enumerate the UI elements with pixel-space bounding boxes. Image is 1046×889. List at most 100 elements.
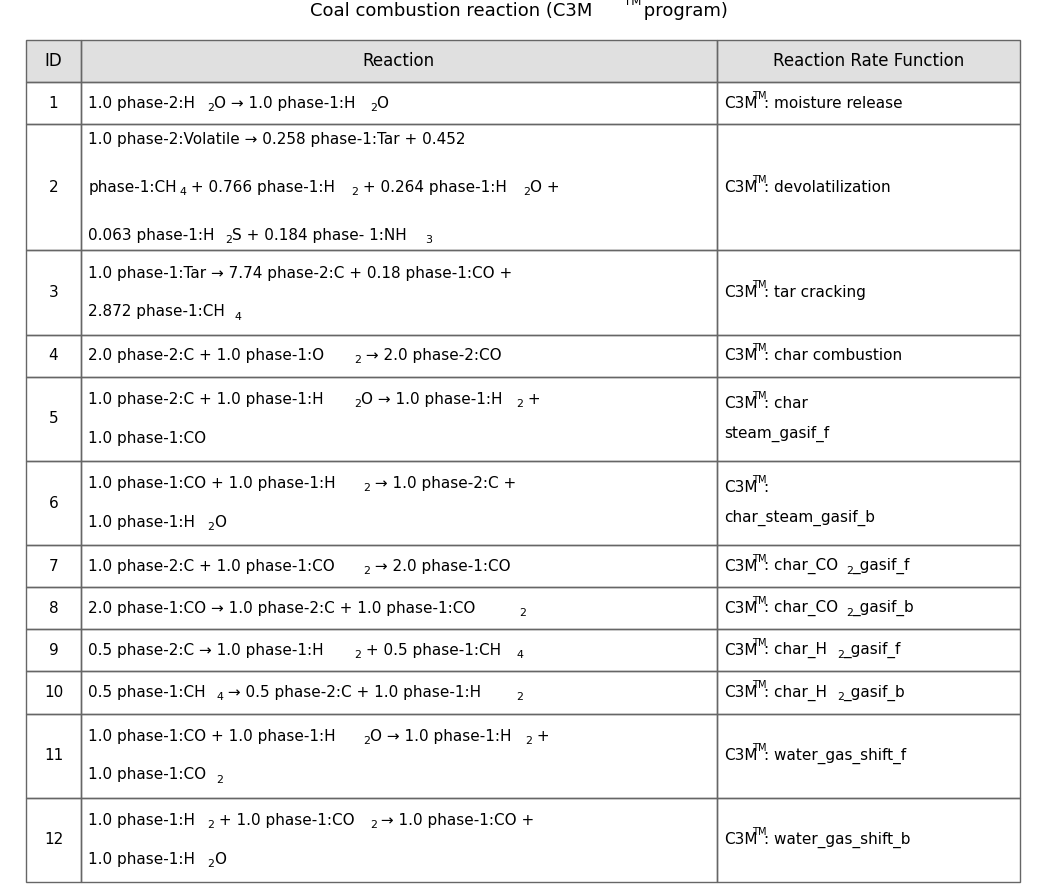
Text: ID: ID bbox=[45, 52, 63, 70]
Text: C3M: C3M bbox=[724, 285, 757, 300]
Text: 2: 2 bbox=[517, 399, 523, 409]
Text: 2: 2 bbox=[369, 820, 377, 830]
Bar bbox=[26, 334, 81, 377]
Text: 4: 4 bbox=[180, 187, 186, 197]
Bar bbox=[81, 40, 717, 82]
Text: 2: 2 bbox=[207, 820, 214, 830]
Text: O: O bbox=[213, 852, 226, 867]
Text: TM: TM bbox=[624, 0, 641, 8]
Bar bbox=[81, 461, 717, 545]
Bar bbox=[717, 377, 1020, 461]
Bar bbox=[717, 671, 1020, 714]
Text: 11: 11 bbox=[44, 749, 63, 763]
Bar bbox=[717, 545, 1020, 588]
Text: 2.872 phase-1:CH: 2.872 phase-1:CH bbox=[88, 304, 225, 319]
Text: : moisture release: : moisture release bbox=[764, 96, 902, 110]
Bar bbox=[26, 588, 81, 629]
Bar bbox=[81, 545, 717, 588]
Text: : char_CO: : char_CO bbox=[764, 558, 838, 574]
Text: → 2.0 phase-2:CO: → 2.0 phase-2:CO bbox=[361, 348, 501, 364]
Text: 1: 1 bbox=[49, 96, 59, 110]
Text: TM: TM bbox=[752, 680, 766, 690]
Text: Reaction: Reaction bbox=[363, 52, 435, 70]
Bar bbox=[81, 797, 717, 882]
Text: 2: 2 bbox=[519, 608, 526, 618]
Text: 1.0 phase-1:H: 1.0 phase-1:H bbox=[88, 852, 196, 867]
Bar bbox=[81, 671, 717, 714]
Text: TM: TM bbox=[752, 554, 766, 564]
Text: C3M: C3M bbox=[724, 749, 757, 763]
Text: 10: 10 bbox=[44, 685, 63, 700]
Bar bbox=[81, 714, 717, 797]
Text: 2: 2 bbox=[369, 103, 377, 113]
Text: 2.0 phase-1:CO → 1.0 phase-2:C + 1.0 phase-1:CO: 2.0 phase-1:CO → 1.0 phase-2:C + 1.0 pha… bbox=[88, 601, 476, 616]
Bar bbox=[81, 461, 717, 545]
Bar bbox=[81, 545, 717, 588]
Text: +: + bbox=[532, 729, 550, 744]
Bar bbox=[717, 82, 1020, 124]
Text: 1.0 phase-1:Tar → 7.74 phase-2:C + 0.18 phase-1:CO +: 1.0 phase-1:Tar → 7.74 phase-2:C + 0.18 … bbox=[88, 266, 513, 281]
Text: 1.0 phase-1:H: 1.0 phase-1:H bbox=[88, 515, 196, 530]
Bar bbox=[81, 588, 717, 629]
Text: 3: 3 bbox=[425, 235, 432, 244]
Text: : char: : char bbox=[764, 396, 808, 412]
Bar bbox=[26, 40, 81, 82]
Bar bbox=[717, 588, 1020, 629]
Text: 2: 2 bbox=[354, 650, 361, 660]
Bar bbox=[717, 588, 1020, 629]
Text: C3M: C3M bbox=[724, 480, 757, 495]
Text: C3M: C3M bbox=[724, 96, 757, 110]
Text: 4: 4 bbox=[217, 692, 224, 702]
Text: : char_CO: : char_CO bbox=[764, 600, 838, 616]
Bar bbox=[81, 671, 717, 714]
Text: 2: 2 bbox=[517, 692, 523, 702]
Text: C3M: C3M bbox=[724, 348, 757, 364]
Text: : char combustion: : char combustion bbox=[764, 348, 902, 364]
Text: 0.063 phase-1:H: 0.063 phase-1:H bbox=[88, 228, 214, 243]
Bar bbox=[717, 797, 1020, 882]
Bar bbox=[26, 82, 81, 124]
Text: C3M: C3M bbox=[724, 832, 757, 847]
Text: 2: 2 bbox=[207, 103, 214, 113]
Text: TM: TM bbox=[752, 827, 766, 837]
Text: steam_gasif_f: steam_gasif_f bbox=[724, 426, 829, 442]
Bar bbox=[717, 629, 1020, 671]
Text: 1.0 phase-2:Volatile → 0.258 phase-1:Tar + 0.452: 1.0 phase-2:Volatile → 0.258 phase-1:Tar… bbox=[88, 132, 465, 147]
Bar bbox=[26, 82, 81, 124]
Bar bbox=[717, 40, 1020, 82]
Bar bbox=[81, 797, 717, 882]
Bar bbox=[81, 334, 717, 377]
Bar bbox=[81, 334, 717, 377]
Bar bbox=[26, 629, 81, 671]
Text: TM: TM bbox=[752, 175, 766, 185]
Bar bbox=[26, 377, 81, 461]
Bar bbox=[26, 334, 81, 377]
Text: Coal combustion reaction (C3M: Coal combustion reaction (C3M bbox=[310, 2, 592, 20]
Text: 2: 2 bbox=[217, 774, 224, 785]
Bar bbox=[26, 124, 81, 251]
Text: 1.0 phase-1:CO: 1.0 phase-1:CO bbox=[88, 767, 206, 782]
Bar bbox=[717, 714, 1020, 797]
Text: _gasif_f: _gasif_f bbox=[843, 642, 901, 659]
Bar bbox=[81, 124, 717, 251]
Bar bbox=[717, 251, 1020, 334]
Bar bbox=[26, 545, 81, 588]
Text: program): program) bbox=[638, 2, 728, 20]
Text: 3: 3 bbox=[48, 285, 59, 300]
Text: 5: 5 bbox=[49, 412, 59, 427]
Text: TM: TM bbox=[752, 743, 766, 753]
Text: char_steam_gasif_b: char_steam_gasif_b bbox=[724, 510, 876, 526]
Bar bbox=[26, 545, 81, 588]
Text: 0.5 phase-1:CH: 0.5 phase-1:CH bbox=[88, 685, 206, 700]
Text: 2: 2 bbox=[351, 187, 359, 197]
Text: : char_H: : char_H bbox=[764, 642, 826, 659]
Text: 7: 7 bbox=[49, 558, 59, 573]
Bar bbox=[81, 377, 717, 461]
Text: + 0.766 phase-1:H: + 0.766 phase-1:H bbox=[186, 180, 336, 195]
Text: 8: 8 bbox=[49, 601, 59, 616]
Text: TM: TM bbox=[752, 391, 766, 401]
Text: _gasif_b: _gasif_b bbox=[843, 685, 905, 701]
Text: 1.0 phase-2:C + 1.0 phase-1:H: 1.0 phase-2:C + 1.0 phase-1:H bbox=[88, 392, 324, 407]
Text: 1.0 phase-1:CO + 1.0 phase-1:H: 1.0 phase-1:CO + 1.0 phase-1:H bbox=[88, 729, 336, 744]
Text: → 1.0 phase-1:CO +: → 1.0 phase-1:CO + bbox=[377, 813, 535, 828]
